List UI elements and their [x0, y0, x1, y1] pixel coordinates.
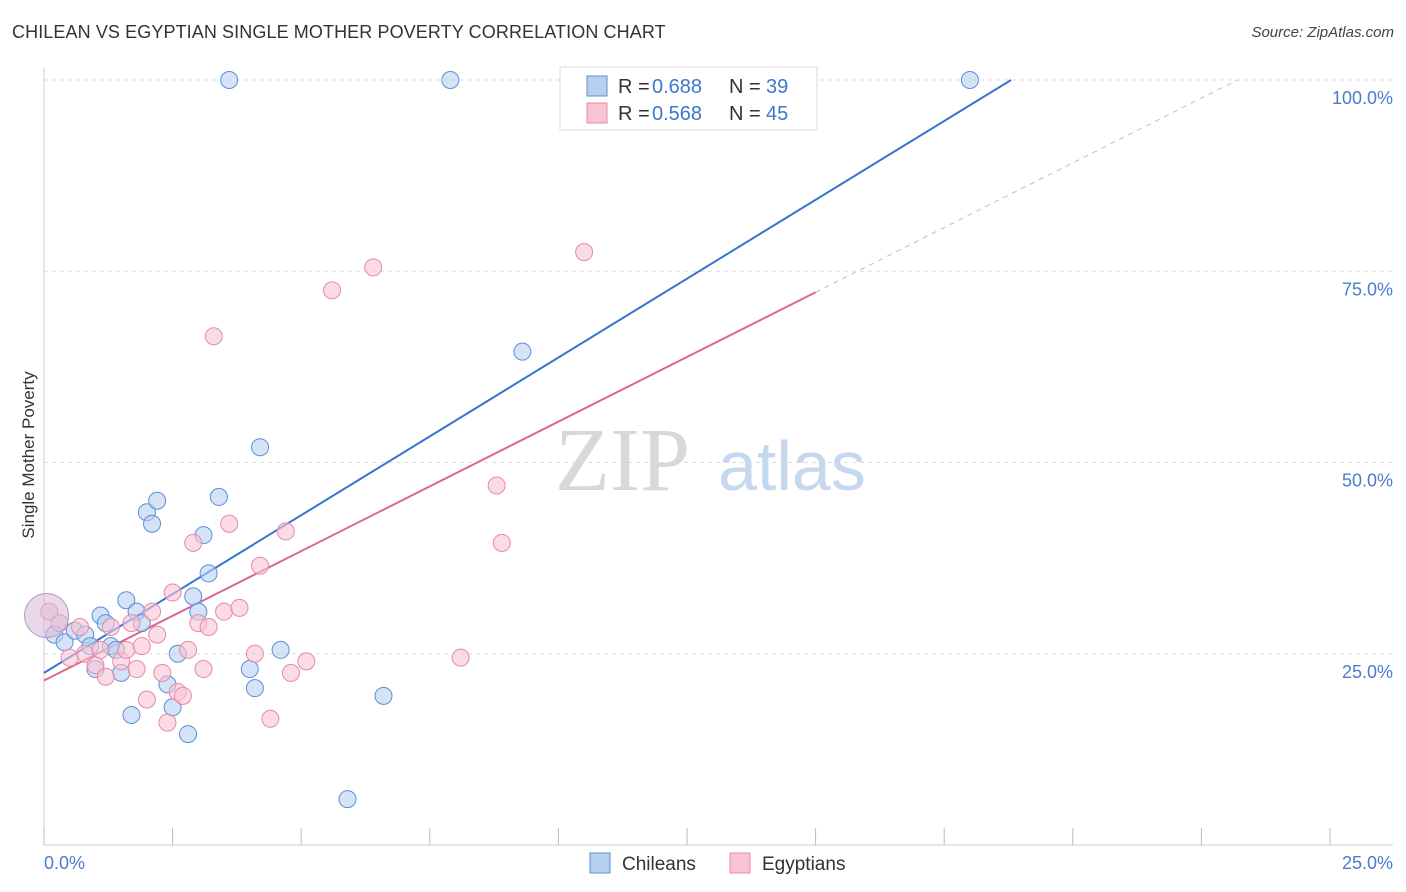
- legend-r-chileans: 0.688: [652, 76, 702, 98]
- point-egyptians-42: [575, 243, 594, 262]
- legend-r-egyptians: 0.568: [652, 103, 702, 125]
- point-egyptians-23: [184, 533, 203, 552]
- point-egyptians-27: [204, 327, 223, 346]
- point-chileans-33: [374, 686, 393, 705]
- legend-swatch-egyptians: [586, 102, 608, 124]
- point-egyptians-7: [96, 667, 115, 686]
- bottom-legend-chileans: Chileans: [622, 854, 696, 875]
- legend-r-label-egyptians: R =: [618, 103, 650, 125]
- point-egyptians-10: [117, 640, 136, 659]
- watermark-zip: ZIP: [555, 411, 690, 510]
- point-chileans-26: [209, 487, 228, 506]
- point-egyptians-32: [251, 556, 270, 575]
- watermark: ZIP atlas: [555, 411, 866, 510]
- y-tick-labels: 25.0% 50.0% 75.0% 100.0%: [1332, 88, 1393, 682]
- point-chileans-28: [240, 660, 259, 679]
- point-egyptians-37: [323, 281, 342, 300]
- x-tick-label-min: 0.0%: [44, 853, 85, 873]
- correlation-legend: R = 0.688 N = 39 R = 0.568 N = 45: [559, 66, 818, 131]
- point-egyptians-34: [276, 522, 295, 541]
- legend-n-label-chileans: N =: [729, 76, 761, 98]
- legend-swatch-chileans: [586, 75, 608, 97]
- legend-n-chileans: 39: [766, 76, 788, 98]
- y-tick-label-3: 100.0%: [1332, 88, 1393, 108]
- x-tick-labels: 0.0% 25.0%: [44, 853, 1393, 873]
- point-egyptians-35: [281, 663, 300, 682]
- point-chileans-25: [199, 564, 218, 583]
- point-chileans-35: [513, 342, 532, 361]
- source-credit: Source: ZipAtlas.com: [1251, 24, 1394, 41]
- point-chileans-29: [245, 679, 264, 698]
- point-egyptians-19: [163, 583, 182, 602]
- point-chileans-34: [441, 71, 460, 89]
- point-chileans-21: [179, 725, 198, 744]
- point-egyptians-28: [215, 602, 234, 621]
- legend-n-label-egyptians: N =: [729, 103, 761, 125]
- y-tick-label-1: 50.0%: [1342, 471, 1393, 491]
- point-egyptians-15: [143, 602, 162, 621]
- point-egyptians-30: [230, 598, 249, 617]
- bottom-legend-egyptians: Egyptians: [762, 854, 845, 875]
- series-legend: Chileans Egyptians: [589, 852, 845, 875]
- point-chileans-27: [220, 71, 239, 89]
- point-egyptians-25: [194, 660, 213, 679]
- trendline-egyptians: [43, 291, 817, 682]
- point-egyptians-40: [487, 476, 506, 495]
- point-egyptians-11: [122, 614, 141, 633]
- gridlines: [44, 79, 1393, 655]
- point-egyptians-29: [220, 514, 239, 533]
- data-points: [24, 71, 979, 809]
- chart-title: CHILEAN VS EGYPTIAN SINGLE MOTHER POVERT…: [12, 22, 666, 42]
- legend-n-egyptians: 45: [766, 103, 788, 125]
- point-egyptians-38: [364, 258, 383, 277]
- trendline-extension-egyptians: [815, 79, 1238, 293]
- y-tick-label-0: 25.0%: [1342, 662, 1393, 682]
- watermark-atlas: atlas: [718, 427, 866, 505]
- bottom-legend-swatch-egyptians: [729, 852, 751, 874]
- point-egyptians-33: [261, 709, 280, 728]
- point-chileans-22: [184, 587, 203, 606]
- point-egyptians-26: [199, 617, 218, 636]
- trendline-chileans: [43, 79, 1012, 674]
- legend-r-label-chileans: R =: [618, 76, 650, 98]
- point-chileans-31: [271, 640, 290, 659]
- point-chileans-30: [251, 438, 270, 457]
- x-tick-label-max: 25.0%: [1342, 853, 1393, 873]
- point-egyptians-12: [127, 660, 146, 679]
- point-chileans-17: [148, 491, 167, 510]
- point-egyptians-2: [60, 648, 79, 667]
- point-egyptians-18: [158, 713, 177, 732]
- point-egyptians-39: [451, 648, 470, 667]
- point-egyptians-36: [297, 652, 316, 671]
- point-egyptians-31: [245, 644, 264, 663]
- point-egyptians-17: [153, 663, 172, 682]
- axes: [43, 68, 1393, 846]
- point-egyptians-8: [101, 617, 120, 636]
- point-egyptians-3: [71, 617, 90, 636]
- point-egyptians-22: [179, 640, 198, 659]
- point-egyptians-14: [137, 690, 156, 709]
- y-tick-label-2: 75.0%: [1342, 279, 1393, 299]
- point-chileans-12: [122, 705, 141, 724]
- point-egyptians-16: [148, 625, 167, 644]
- point-chileans-32: [338, 790, 357, 809]
- y-axis-label: Single Mother Poverty: [19, 371, 38, 539]
- point-egyptians-13: [132, 637, 151, 656]
- point-egyptians-41: [492, 533, 511, 552]
- point-cluster-origin: [24, 593, 70, 638]
- trendlines: [43, 79, 1238, 682]
- point-chileans-11: [117, 591, 136, 610]
- bottom-legend-swatch-chileans: [589, 852, 611, 874]
- point-egyptians-21: [173, 686, 192, 705]
- point-egyptians-6: [91, 640, 110, 659]
- point-chileans-16: [143, 514, 162, 533]
- point-chileans-37: [960, 71, 979, 89]
